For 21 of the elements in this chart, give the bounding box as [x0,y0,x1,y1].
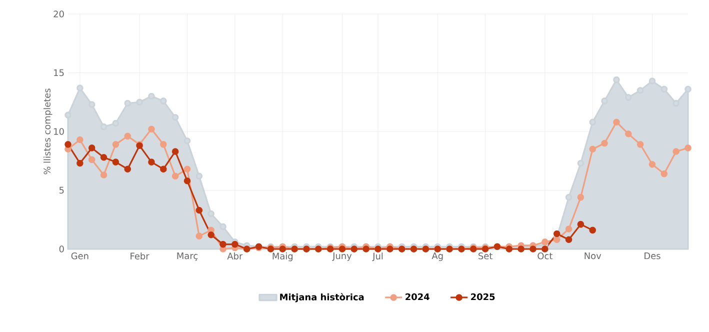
x-tick-label: Abr [227,252,243,260]
x-tick-label: Febr [130,252,150,260]
x-tick-label: Gen [71,252,88,260]
y-tick-label: 0 [59,246,64,252]
x-tick-label: Ag [432,252,443,261]
y-tick-label: 15 [54,69,64,76]
x-tick-label: Nov [584,252,602,260]
legend-label: 2024 [406,293,430,300]
y-tick-label: 10 [54,128,64,135]
x-tick-label: Març [177,252,198,261]
y-axis-title: % llistes completes [44,88,52,174]
y-tick-label: 5 [59,186,64,194]
y-tick-label: 20 [54,10,64,18]
x-tick-label: Jul [372,252,383,262]
legend-label: 2025 [471,293,495,300]
x-tick-label: Juny [332,252,352,261]
legend-label: Mitjana històrica [280,293,364,302]
x-tick-label: Des [644,252,660,260]
x-tick-label: Maig [272,252,293,262]
x-tick-label: Oct [538,252,552,260]
x-tick-label: Set [478,252,492,260]
